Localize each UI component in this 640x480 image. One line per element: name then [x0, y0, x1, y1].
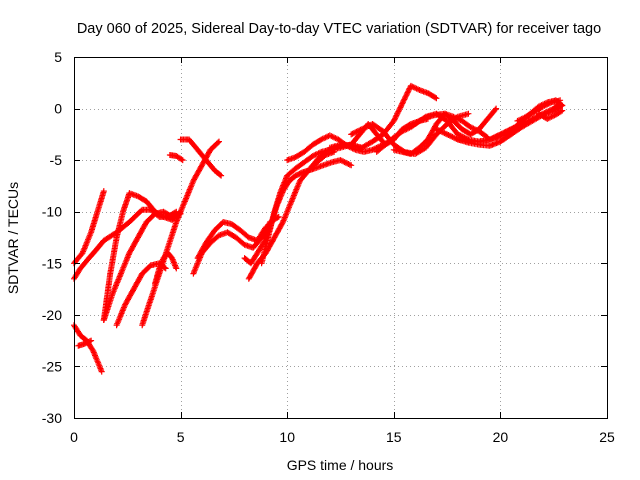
data-point — [545, 115, 552, 122]
data-point — [396, 105, 403, 112]
x-tick-label: 5 — [177, 429, 185, 445]
data-point — [216, 138, 222, 145]
data-point — [557, 97, 564, 104]
data-point — [460, 133, 467, 140]
series-prn-i — [152, 250, 180, 287]
y-tick-label: 5 — [54, 49, 62, 65]
data-point — [370, 146, 377, 153]
series-prn-v — [390, 105, 500, 157]
data-point — [557, 108, 564, 115]
chart-title: Day 060 of 2025, Sidereal Day-to-day VTE… — [77, 21, 601, 37]
data-point — [88, 337, 95, 344]
y-axis-label: SDTVAR / TECUs — [5, 182, 21, 294]
series-prn-m — [194, 219, 269, 262]
y-tick-labels: 5 0 -5 -10 -15 -20 -25 -30 — [42, 49, 62, 426]
data-point — [345, 161, 352, 167]
data-point — [279, 220, 286, 227]
series-prn-ab — [535, 107, 566, 122]
data-point — [275, 213, 282, 220]
data-point — [214, 139, 221, 146]
y-tick-label: -25 — [42, 358, 62, 374]
data-point — [173, 265, 180, 272]
data-point — [493, 105, 500, 112]
series-prn-aa — [514, 97, 564, 124]
x-tick-label: 0 — [70, 429, 78, 445]
data-point — [217, 171, 223, 178]
data-point — [558, 101, 565, 108]
data-point — [218, 172, 225, 179]
data-point — [178, 156, 185, 163]
data-point — [421, 114, 428, 121]
x-tick-label: 20 — [493, 429, 509, 445]
y-tick-label: -5 — [50, 152, 63, 168]
data-point — [465, 110, 472, 117]
x-tick-label: 10 — [279, 429, 295, 445]
y-tick-label: -20 — [42, 307, 62, 323]
data-point — [98, 368, 105, 375]
data-point — [433, 95, 440, 102]
plot-frame — [74, 57, 608, 419]
data-point — [452, 135, 459, 142]
series-prn-k — [177, 136, 225, 179]
series-prn-j — [166, 152, 186, 164]
y-tick-label: -10 — [42, 204, 62, 220]
x-axis-label: GPS time / hours — [287, 457, 394, 473]
series-prn-s — [326, 82, 440, 151]
data-point — [398, 103, 404, 110]
data-point — [348, 162, 355, 169]
y-tick-label: -30 — [42, 410, 62, 426]
data-point — [399, 100, 406, 107]
data-point — [492, 106, 499, 113]
series-group — [71, 82, 566, 375]
data-point — [353, 128, 360, 135]
data-point — [86, 338, 93, 345]
data-point — [559, 107, 566, 114]
series-prn-c — [71, 322, 105, 375]
data-point — [402, 93, 409, 100]
data-point — [362, 124, 369, 131]
x-tick-label: 25 — [599, 429, 615, 445]
data-point — [542, 102, 549, 109]
y-tick-label: 0 — [54, 101, 62, 117]
data-point — [432, 94, 439, 101]
data-point — [337, 157, 344, 164]
series-prn-d — [75, 337, 95, 349]
data-point — [179, 157, 186, 164]
data-point — [159, 213, 166, 220]
data-point — [440, 129, 447, 136]
y-tick-label: -15 — [42, 255, 62, 271]
axis-ticks — [74, 57, 608, 419]
series-prn-f — [100, 190, 184, 323]
data-point — [100, 188, 107, 195]
x-tick-label: 15 — [386, 429, 402, 445]
data-point — [559, 102, 566, 109]
x-tick-labels: 0 5 10 15 20 25 — [70, 429, 615, 445]
data-point — [538, 104, 545, 111]
